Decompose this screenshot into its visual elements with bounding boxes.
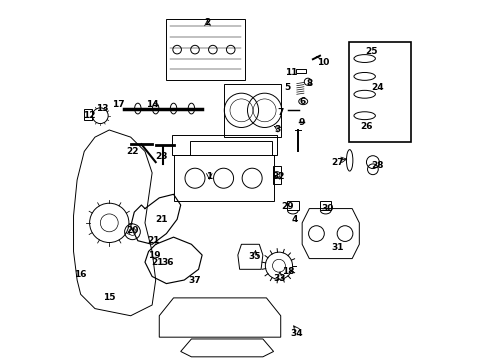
Text: 20: 20 <box>126 225 139 234</box>
Text: 5: 5 <box>285 83 291 92</box>
Text: 30: 30 <box>321 204 333 213</box>
Text: 36: 36 <box>161 258 174 267</box>
Text: 25: 25 <box>366 47 378 56</box>
Text: 16: 16 <box>74 270 87 279</box>
Text: 21: 21 <box>151 258 164 267</box>
Text: 21: 21 <box>155 215 167 224</box>
Text: 7: 7 <box>277 108 284 117</box>
Text: 21: 21 <box>147 236 160 245</box>
Text: 35: 35 <box>249 252 261 261</box>
Bar <box>296 68 306 73</box>
Text: 28: 28 <box>371 161 383 170</box>
Text: 26: 26 <box>360 122 373 131</box>
Text: 17: 17 <box>112 100 124 109</box>
Text: 2: 2 <box>204 18 211 27</box>
Bar <box>348 42 411 143</box>
Text: 37: 37 <box>189 275 201 284</box>
Text: 11: 11 <box>285 68 298 77</box>
Text: 3: 3 <box>274 126 280 135</box>
Text: 13: 13 <box>96 104 108 113</box>
Text: 23: 23 <box>155 152 167 161</box>
Text: 10: 10 <box>318 58 330 67</box>
Text: 15: 15 <box>103 293 116 302</box>
Text: 22: 22 <box>126 147 139 156</box>
Text: 1: 1 <box>206 172 212 181</box>
Text: 6: 6 <box>299 97 305 106</box>
Text: 4: 4 <box>292 215 298 224</box>
Text: 32: 32 <box>273 172 285 181</box>
Text: 18: 18 <box>282 267 294 276</box>
Text: 12: 12 <box>83 111 96 120</box>
Text: 14: 14 <box>146 100 158 109</box>
Text: 31: 31 <box>332 243 344 252</box>
Text: 9: 9 <box>299 118 305 127</box>
Text: 29: 29 <box>282 202 294 211</box>
Text: 33: 33 <box>274 274 286 283</box>
Text: 27: 27 <box>332 158 344 167</box>
Text: 8: 8 <box>306 79 313 88</box>
Text: 34: 34 <box>291 329 303 338</box>
Text: 19: 19 <box>147 251 160 260</box>
Text: 24: 24 <box>371 83 384 92</box>
